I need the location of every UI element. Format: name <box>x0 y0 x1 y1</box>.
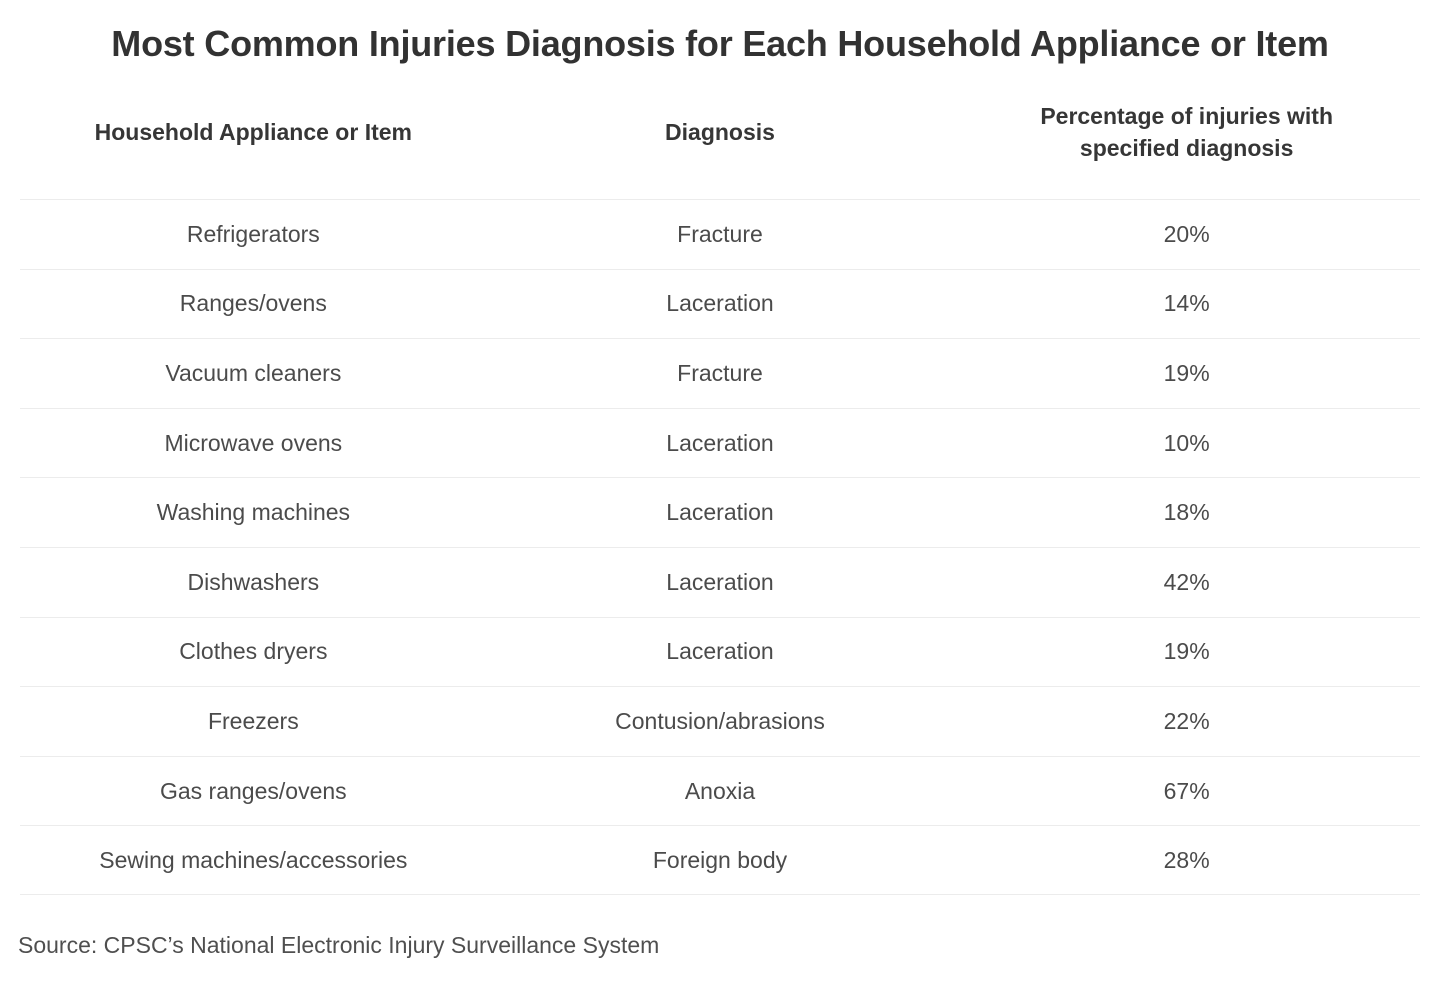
page-title: Most Common Injuries Diagnosis for Each … <box>111 23 1329 64</box>
percentage-cell: 22% <box>1163 707 1210 734</box>
appliance-cell: Ranges/ovens <box>179 290 327 317</box>
diagnosis-cell: Laceration <box>666 499 774 526</box>
table-row: Dishwashers Laceration 42% <box>20 546 1420 617</box>
appliance-cell: Microwave ovens <box>164 429 343 456</box>
appliance-cell: Washing machines <box>156 499 351 526</box>
diagnosis-cell: Anoxia <box>684 777 756 804</box>
appliance-cell: Refrigerators <box>186 220 320 247</box>
column-header-diagnosis: Diagnosis <box>665 118 775 145</box>
table-row: Clothes dryers Laceration 19% <box>20 616 1420 687</box>
percentage-cell: 67% <box>1163 777 1210 804</box>
table-row: Washing machines Laceration 18% <box>20 477 1420 547</box>
percentage-cell: 14% <box>1163 290 1210 317</box>
appliance-cell: Gas ranges/ovens <box>159 777 347 804</box>
diagnosis-cell: Laceration <box>666 568 774 595</box>
table-row: Freezers Contusion/abrasions 22% <box>20 686 1420 756</box>
diagnosis-cell: Contusion/abrasions <box>615 707 825 734</box>
table-row: Gas ranges/ovens Anoxia 67% <box>20 755 1420 826</box>
appliance-cell: Clothes dryers <box>179 638 328 665</box>
column-header-percentage-line2: specified diagnosis <box>1079 134 1294 161</box>
table-row: Sewing machines/accessories Foreign body… <box>20 825 1420 895</box>
table-row: Vacuum cleaners Fracture 19% <box>20 338 1420 408</box>
column-header-percentage-line1: Percentage of injuries with <box>1040 103 1333 130</box>
percentage-cell: 18% <box>1163 499 1210 526</box>
source-note: Source: CPSC’s National Electronic Injur… <box>18 931 660 958</box>
column-header-percentage: Percentage of injuries with specified di… <box>953 101 1420 163</box>
percentage-cell: 20% <box>1163 220 1210 247</box>
appliance-cell: Vacuum cleaners <box>165 359 342 386</box>
diagnosis-cell: Laceration <box>666 290 774 317</box>
diagnosis-cell: Laceration <box>666 429 774 456</box>
percentage-cell: 19% <box>1163 638 1210 665</box>
table-header-row: Household Appliance or Item Diagnosis Pe… <box>20 66 1420 199</box>
appliance-cell: Freezers <box>207 707 299 734</box>
diagnosis-cell: Laceration <box>666 638 774 665</box>
percentage-cell: 10% <box>1163 429 1210 456</box>
diagnosis-cell: Fracture <box>677 359 763 386</box>
injuries-table: Household Appliance or Item Diagnosis Pe… <box>20 66 1420 895</box>
table-row: Refrigerators Fracture 20% <box>20 199 1420 269</box>
table-row: Microwave ovens Laceration 10% <box>20 407 1420 478</box>
table-row: Ranges/ovens Laceration 14% <box>20 268 1420 339</box>
percentage-cell: 42% <box>1163 568 1210 595</box>
percentage-cell: 19% <box>1163 359 1210 386</box>
diagnosis-cell: Fracture <box>677 220 763 247</box>
appliance-cell: Dishwashers <box>187 568 320 595</box>
percentage-cell: 28% <box>1163 846 1210 873</box>
diagnosis-cell: Foreign body <box>652 846 788 873</box>
column-header-appliance: Household Appliance or Item <box>94 118 412 145</box>
appliance-cell: Sewing machines/accessories <box>99 846 408 873</box>
